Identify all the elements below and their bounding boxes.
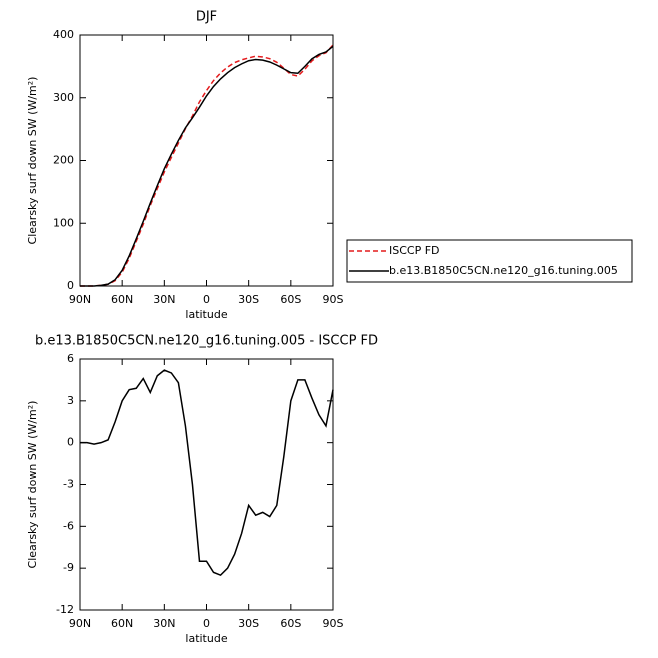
plot-frame <box>79 358 334 611</box>
y-axis-label: Clearsky surf down SW (W/m²) <box>26 77 39 245</box>
x-tick-label: 0 <box>203 293 210 306</box>
x-tick-label: 30N <box>153 617 175 630</box>
x-tick-label: 60N <box>111 617 133 630</box>
x-tick-label: 90S <box>323 617 344 630</box>
x-tick-label: 60S <box>280 617 301 630</box>
y-tick-label: 200 <box>53 154 74 167</box>
y-tick-label: 100 <box>53 216 74 229</box>
chart-title: b.e13.B1850C5CN.ne120_g16.tuning.005 - I… <box>35 334 378 349</box>
x-tick-label: 30S <box>238 617 259 630</box>
x-axis-label: latitude <box>185 308 227 321</box>
y-tick-label: -6 <box>63 519 74 532</box>
y-tick-label: 3 <box>67 394 74 407</box>
plot-frame <box>79 34 334 287</box>
legend-label: ISCCP FD <box>389 244 440 257</box>
legend-box <box>346 239 633 283</box>
x-tick-label: 30N <box>153 293 175 306</box>
x-tick-label: 0 <box>203 617 210 630</box>
y-tick-label: -12 <box>56 603 74 616</box>
y-tick-label: -3 <box>63 478 74 491</box>
x-tick-label: 90N <box>69 617 91 630</box>
data-line <box>80 44 334 287</box>
x-tick-label: 90S <box>323 293 344 306</box>
y-tick-label: 400 <box>53 28 74 41</box>
y-tick-label: -9 <box>63 561 74 574</box>
data-line <box>80 45 334 287</box>
x-axis-label: latitude <box>185 632 227 645</box>
x-tick-label: 90N <box>69 293 91 306</box>
x-tick-label: 60S <box>280 293 301 306</box>
y-tick-label: 0 <box>67 436 74 449</box>
y-tick-label: 0 <box>67 279 74 292</box>
x-tick-label: 30S <box>238 293 259 306</box>
y-axis-label: Clearsky surf down SW (W/m²) <box>26 401 39 569</box>
chart-title: DJF <box>196 10 217 25</box>
data-line <box>80 369 334 577</box>
x-tick-label: 60N <box>111 293 133 306</box>
y-tick-label: 6 <box>67 352 74 365</box>
y-tick-label: 300 <box>53 91 74 104</box>
legend-label: b.e13.B1850C5CN.ne120_g16.tuning.005 <box>389 264 618 277</box>
